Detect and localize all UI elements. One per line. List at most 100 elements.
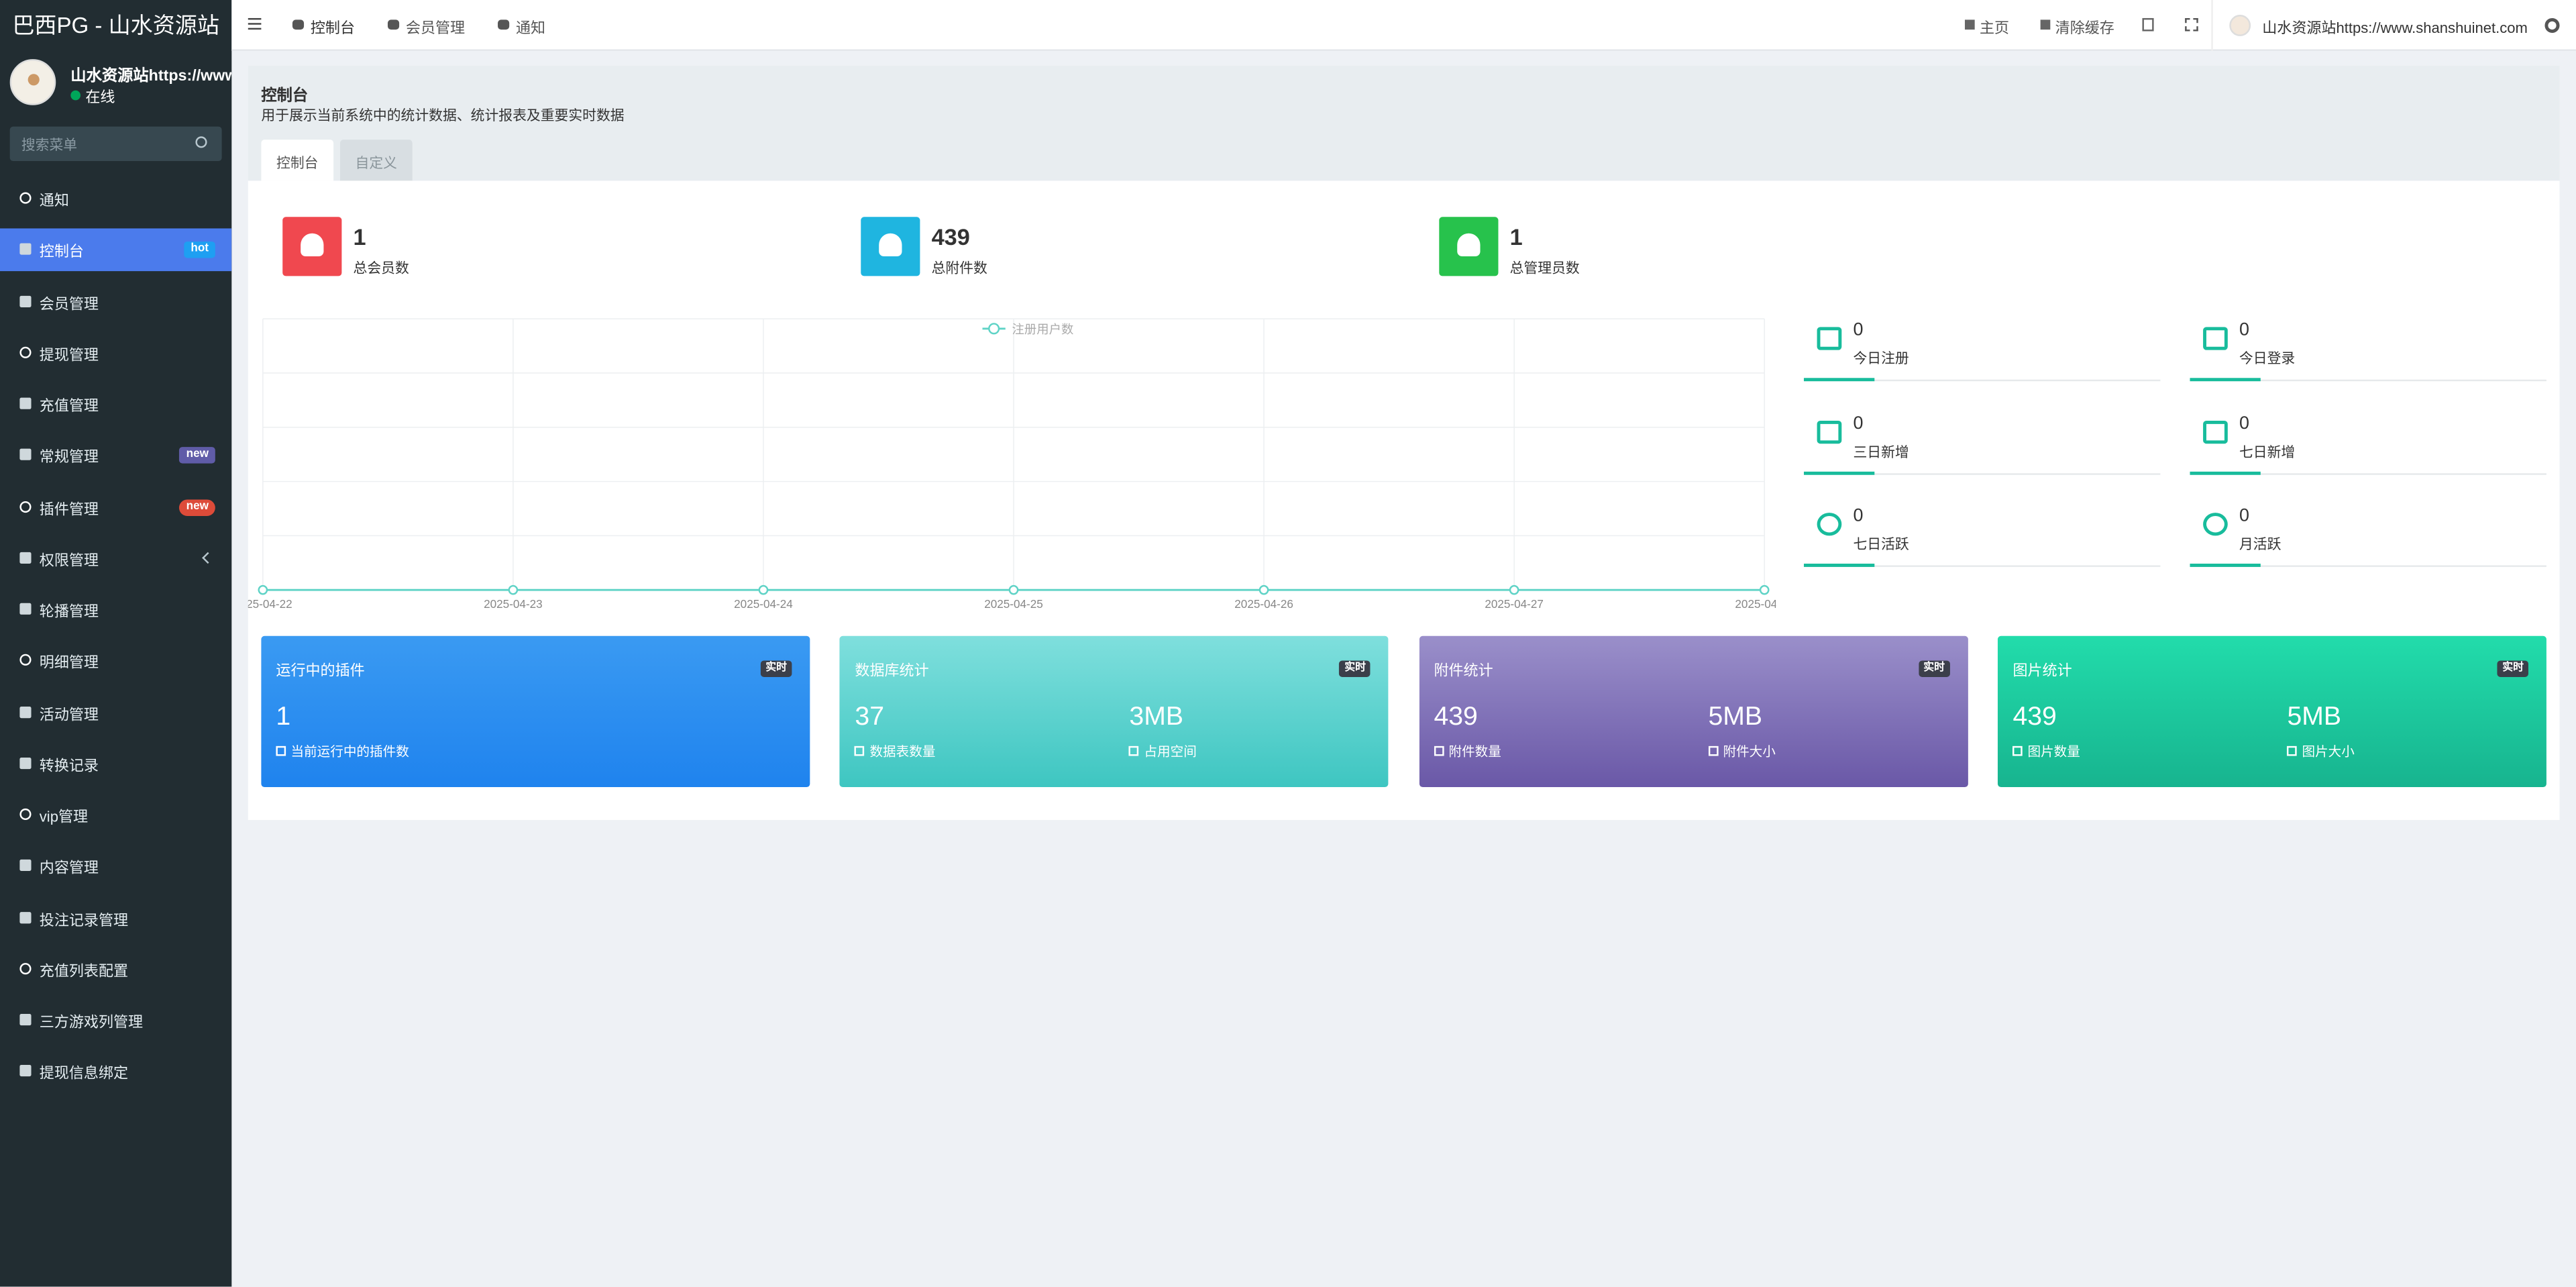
- menu-icon: [19, 860, 32, 872]
- stat-card: 附件统计 实时 439 附件数量 5MB 附件大小: [1419, 635, 1968, 788]
- counter-icon: [1817, 327, 1842, 350]
- menu-label: 提现管理: [39, 346, 99, 363]
- card-item-icon: [2287, 745, 2298, 756]
- menu-item[interactable]: 提现管理: [0, 331, 231, 374]
- counter-rule: [2190, 472, 2546, 474]
- stat-icon: [282, 217, 342, 276]
- card-item-icon: [855, 745, 865, 756]
- menu-icon: [19, 808, 32, 821]
- counter-icon: [1817, 513, 1842, 536]
- tab-icon: [498, 19, 510, 30]
- menu-label: vip管理: [39, 808, 89, 825]
- menu-item[interactable]: 活动管理: [0, 691, 231, 734]
- counter-rule: [2190, 565, 2546, 567]
- menu-item[interactable]: 三方游戏列管理: [0, 999, 231, 1042]
- menu-item[interactable]: 会员管理: [0, 280, 231, 323]
- data-point: [1258, 584, 1269, 595]
- counter-progress: [2190, 378, 2261, 382]
- menu-icon: [19, 449, 32, 461]
- menu-item[interactable]: 充值管理: [0, 383, 231, 426]
- link-icon: [1964, 19, 1975, 30]
- counter-value: 0: [1853, 320, 1864, 340]
- card-value: 439: [2012, 703, 2057, 731]
- counter-progress: [2190, 470, 2261, 474]
- menu-item[interactable]: 充值列表配置: [0, 947, 231, 990]
- menu-item[interactable]: 投注记录管理: [0, 896, 231, 939]
- menu-item[interactable]: 轮播管理: [0, 588, 231, 631]
- card-value: 5MB: [2287, 703, 2342, 731]
- card-item-label: 数据表数量: [869, 744, 936, 760]
- stat-value: 1: [1509, 223, 1523, 250]
- header-tab[interactable]: 自定义: [339, 140, 413, 181]
- menu-item[interactable]: 内容管理: [0, 845, 231, 888]
- menu-item[interactable]: 明细管理: [0, 639, 231, 682]
- stat-card: 运行中的插件 实时 1 当前运行中的插件数: [261, 635, 810, 788]
- menu-toggle[interactable]: [248, 17, 262, 30]
- menu-icon: [19, 397, 32, 409]
- fullscreen-icon[interactable]: [2185, 17, 2198, 32]
- logo: 巴西PG - 山水资源站: [12, 13, 219, 38]
- x-tick-label: 2025-04-22: [248, 597, 292, 611]
- stat-glyph: [879, 233, 902, 257]
- counter-icon: [2203, 513, 2228, 536]
- menu-item[interactable]: 常规管理 new: [0, 434, 231, 477]
- menu-item[interactable]: 控制台 hot: [0, 229, 232, 272]
- counter-icon: [2203, 327, 2228, 350]
- user-status: 在线: [85, 89, 115, 105]
- card-item-label: 附件数量: [1448, 744, 1501, 760]
- menu-icon: [19, 757, 32, 769]
- card-item-icon: [1708, 745, 1719, 756]
- counter-rule: [1803, 472, 2161, 474]
- menu-label: 提现信息绑定: [39, 1065, 129, 1082]
- menu-badge: new: [179, 447, 215, 464]
- link-icon: [2040, 19, 2051, 30]
- data-point: [1008, 584, 1019, 595]
- card-item-icon: [1434, 745, 1444, 756]
- menu-icon: [19, 1014, 32, 1026]
- header-tab[interactable]: 控制台: [261, 140, 334, 181]
- menu-label: 权限管理: [39, 552, 99, 568]
- counter-label: 三日新增: [1853, 443, 1909, 460]
- stat-card: 图片统计 实时 439 图片数量 5MB 图片大小: [1998, 635, 2547, 788]
- stat-icon: [1439, 217, 1499, 276]
- counter-label: 七日活跃: [1853, 535, 1909, 552]
- top-avatar[interactable]: [2229, 15, 2251, 36]
- card-badge: 实时: [2497, 660, 2529, 677]
- search-box[interactable]: 搜索菜单: [9, 126, 222, 162]
- data-point: [758, 584, 769, 595]
- menu-label: 内容管理: [39, 860, 99, 876]
- menu-label: 会员管理: [39, 295, 99, 312]
- top-user[interactable]: 山水资源站https://www.shanshuinet.com: [2262, 19, 2528, 36]
- menu-item[interactable]: 插件管理 new: [0, 486, 231, 529]
- menu-label: 控制台: [39, 244, 84, 260]
- menu-item[interactable]: 通知: [0, 177, 231, 220]
- menu-badge: hot: [184, 242, 215, 259]
- stat-label: 总附件数: [931, 259, 987, 276]
- page-subtitle: 用于展示当前系统中的统计数据、统计报表及重要实时数据: [261, 107, 625, 123]
- counter-value: 0: [1853, 506, 1864, 526]
- stat-icon: [861, 217, 920, 276]
- menu-label: 充值列表配置: [39, 962, 129, 979]
- card-title: 附件统计: [1434, 662, 1493, 679]
- status-dot: [70, 90, 81, 101]
- card-title: 数据库统计: [855, 662, 929, 679]
- menu-item[interactable]: 提现信息绑定: [0, 1051, 231, 1094]
- legend-label: 注册用户数: [1012, 322, 1074, 336]
- counter-label: 七日新增: [2239, 443, 2296, 460]
- counter-label: 今日登录: [2239, 350, 2296, 367]
- tab-label: 控制台: [310, 19, 356, 36]
- chevron: [202, 552, 214, 564]
- menu-item[interactable]: 转换记录: [0, 742, 231, 785]
- translate-icon[interactable]: [2142, 17, 2154, 32]
- menu-item[interactable]: 权限管理: [0, 537, 231, 580]
- card-title: 图片统计: [2012, 662, 2072, 679]
- counter-progress: [1803, 470, 1875, 474]
- menu-label: 活动管理: [39, 705, 99, 723]
- counter-icon: [2203, 419, 2228, 444]
- counter-icon: [1817, 419, 1842, 444]
- menu-icon: [19, 346, 32, 358]
- menu-item[interactable]: vip管理: [0, 794, 231, 837]
- settings-icon[interactable]: [2544, 17, 2560, 33]
- menu-icon: [19, 962, 32, 974]
